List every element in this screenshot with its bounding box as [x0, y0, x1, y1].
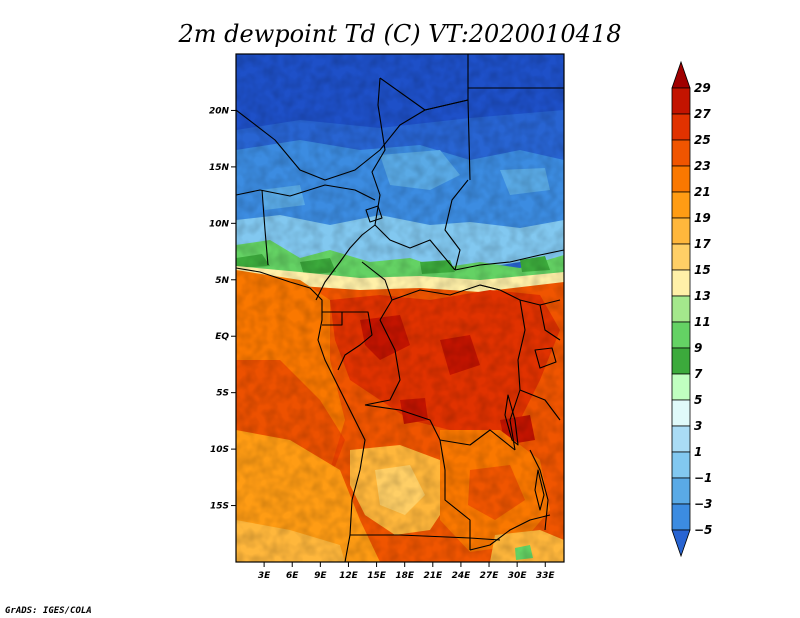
- lat-tick-label: 10S: [210, 445, 229, 455]
- colorbar-swatch: [671, 529, 691, 558]
- lon-tick-label: 33E: [536, 571, 556, 581]
- border-chad-car: [374, 224, 456, 271]
- longitude-axis: 3E 6E 9E 12E 15E 18E 21E 24E 27E 30E 33E: [258, 562, 556, 581]
- colorbar-swatch: [671, 191, 691, 219]
- colorbar-swatch: [671, 113, 691, 141]
- border-niger-chad: [371, 77, 386, 226]
- colorbar-swatch: [671, 60, 691, 89]
- lon-tick-label: 9E: [314, 571, 327, 581]
- colorbar-label: 19: [694, 211, 711, 225]
- colorbar-swatch: [671, 347, 691, 375]
- colorbar-label: 7: [694, 367, 703, 381]
- colorbar-label: 21: [694, 185, 711, 199]
- colorbar-swatch: [671, 295, 691, 323]
- colorbar-label: 5: [694, 393, 702, 407]
- lat-tick-label: 5N: [215, 276, 229, 286]
- map-frame: [235, 53, 565, 563]
- lat-tick-label: 5S: [216, 389, 229, 399]
- lat-tick-label: 15N: [209, 163, 230, 173]
- lon-tick-label: 12E: [339, 571, 359, 581]
- lake-victoria: [534, 347, 557, 369]
- colorbar-label: 25: [694, 133, 711, 147]
- colorbar-swatch: [671, 425, 691, 453]
- grads-credit: GrADS: IGES/COLA: [5, 606, 92, 616]
- colorbar-swatch: [671, 269, 691, 297]
- colorbar-label: 29: [694, 81, 711, 95]
- lat-tick-label: 20N: [209, 106, 230, 116]
- colorbar-swatch: [671, 165, 691, 193]
- border-uganda-kenya: [539, 304, 561, 341]
- colorbar-swatch: [671, 87, 691, 115]
- lake-tanganyika: [504, 394, 519, 446]
- colorbar-label: 9: [694, 341, 702, 355]
- lon-tick-label: 15E: [367, 571, 387, 581]
- field-texture: [236, 54, 564, 562]
- colorbar-label: 1: [694, 445, 702, 459]
- lat-tick-label: 10N: [209, 219, 230, 229]
- border-sudan-south-sudan: [454, 249, 564, 271]
- colorbar-swatch: [671, 477, 691, 505]
- border-tanzania: [519, 389, 561, 421]
- border-zambia-south: [469, 514, 551, 551]
- border-gabon-congo: [337, 311, 373, 371]
- lon-tick-label: 27E: [480, 571, 500, 581]
- colorbar-swatch: [671, 243, 691, 271]
- colorbar-label: 3: [694, 419, 702, 433]
- colorbar-swatch: [671, 373, 691, 401]
- border-angola-namibia: [350, 534, 501, 541]
- colorbar: 29 27 25 23 21 19 17 15 13 11 9 7 5 3 1 −1 −3 −5: [671, 60, 712, 558]
- border-benin-nigeria: [261, 189, 269, 266]
- colorbar-label: 11: [694, 315, 711, 329]
- colorbar-label: −3: [694, 497, 712, 511]
- colorbar-swatch: [671, 139, 691, 167]
- border-angola-zambia: [439, 439, 471, 550]
- lake-chad: [365, 205, 383, 223]
- lon-tick-label: 3E: [258, 571, 271, 581]
- border-drc-east: [509, 299, 526, 451]
- lon-tick-label: 24E: [452, 571, 472, 581]
- border-malawi: [529, 449, 549, 531]
- border-car-cameroon: [361, 261, 393, 321]
- lon-tick-label: 30E: [508, 571, 528, 581]
- latitude-axis: 20N 15N 10N 5N EQ 5S 10S 15S: [209, 106, 236, 512]
- lon-tick-label: 18E: [395, 571, 415, 581]
- colorbar-label: 15: [694, 263, 711, 277]
- border-libya-chad: [379, 77, 469, 111]
- colorbar-swatch: [671, 451, 691, 479]
- lake-malawi: [534, 469, 545, 511]
- lon-tick-label: 6E: [286, 571, 299, 581]
- colorbar-label: −5: [694, 523, 712, 537]
- colorbar-swatch: [671, 321, 691, 349]
- lat-tick-label: EQ: [215, 332, 229, 342]
- dewpoint-field: [236, 54, 564, 562]
- country-borders: [236, 54, 564, 562]
- colorbar-label: −1: [694, 471, 712, 485]
- colorbar-swatch: [671, 399, 691, 427]
- border-nigeria-niger: [236, 184, 376, 201]
- colorbar-label: 23: [694, 159, 711, 173]
- colorbar-swatch: [671, 503, 691, 531]
- border-nigeria-cameroon: [315, 224, 376, 301]
- map-title: 2m dewpoint Td (C) VT:2020010418: [178, 20, 622, 48]
- coastline-gulf-of-guinea: [236, 267, 366, 562]
- colorbar-label: 17: [694, 237, 711, 251]
- border-congo-drc: [364, 319, 401, 406]
- colorbar-swatch: [671, 217, 691, 245]
- lon-tick-label: 21E: [423, 571, 443, 581]
- colorbar-label: 27: [694, 107, 711, 121]
- border-algeria-niger: [236, 99, 469, 181]
- border-eq-guinea: [322, 311, 343, 326]
- colorbar-label: 13: [694, 289, 711, 303]
- lat-tick-label: 15S: [210, 502, 229, 512]
- border-chad-sudan: [444, 179, 469, 271]
